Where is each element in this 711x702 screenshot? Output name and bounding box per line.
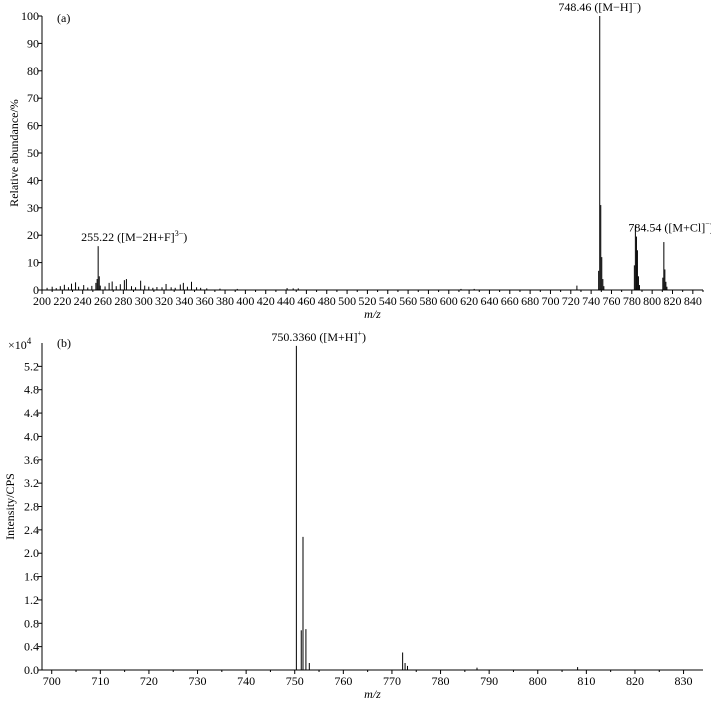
x-tick-label: 770 xyxy=(383,674,401,688)
y-tick-label: 60 xyxy=(27,119,39,133)
y-tick-label: 20 xyxy=(27,228,39,242)
x-tick-label: 220 xyxy=(53,294,71,308)
x-tick-label: 760 xyxy=(602,294,620,308)
peak-annotation: 748.46 ([M−H]−) xyxy=(558,0,641,14)
peak-annotation: 784.54 ([M+Cl]−) xyxy=(628,220,711,235)
x-tick-label: 260 xyxy=(94,294,112,308)
x-tick-label: 360 xyxy=(196,294,214,308)
x-tick-label: 620 xyxy=(460,294,478,308)
x-axis-title: m/z xyxy=(364,307,381,321)
x-tick-label: 600 xyxy=(440,294,458,308)
x-tick-label: 740 xyxy=(237,674,255,688)
y-tick-label: 90 xyxy=(27,36,39,50)
x-tick-label: 540 xyxy=(379,294,397,308)
x-tick-label: 300 xyxy=(135,294,153,308)
peak-annotation: 750.3360 ([M+H]+) xyxy=(271,329,366,344)
y-tick-label: 1.6 xyxy=(24,570,39,584)
x-tick-label: 420 xyxy=(257,294,275,308)
y-tick-label: 4.8 xyxy=(24,383,39,397)
x-tick-label: 790 xyxy=(480,674,498,688)
x-tick-label: 200 xyxy=(33,294,51,308)
y-tick-label: 40 xyxy=(27,173,39,187)
y-axis-multiplier: ×104 xyxy=(8,336,32,352)
x-tick-label: 500 xyxy=(338,294,356,308)
x-tick-label: 710 xyxy=(91,674,109,688)
x-tick-label: 480 xyxy=(318,294,336,308)
x-tick-label: 380 xyxy=(216,294,234,308)
y-tick-label: 3.2 xyxy=(24,476,39,490)
y-axis-title: Intensity/CPS xyxy=(3,473,17,540)
x-tick-label: 720 xyxy=(562,294,580,308)
x-axis-title: m/z xyxy=(364,687,381,701)
x-tick-label: 700 xyxy=(541,294,559,308)
y-tick-label: 80 xyxy=(27,64,39,78)
x-tick-label: 800 xyxy=(529,674,547,688)
x-tick-label: 440 xyxy=(277,294,295,308)
y-tick-label: 2.8 xyxy=(24,500,39,514)
y-tick-label: 0.0 xyxy=(24,663,39,677)
x-tick-label: 580 xyxy=(419,294,437,308)
x-tick-label: 820 xyxy=(626,674,644,688)
y-tick-label: 1.2 xyxy=(24,593,39,607)
x-tick-label: 750 xyxy=(286,674,304,688)
y-tick-label: 5.2 xyxy=(24,359,39,373)
x-tick-label: 520 xyxy=(358,294,376,308)
y-tick-label: 70 xyxy=(27,91,39,105)
panel-label: (a) xyxy=(57,11,70,25)
peak-annotation: 255.22 ([M−2H+F]3−) xyxy=(81,229,187,244)
x-tick-label: 340 xyxy=(175,294,193,308)
y-tick-label: 30 xyxy=(27,201,39,215)
y-tick-label: 10 xyxy=(27,256,39,270)
x-tick-label: 320 xyxy=(155,294,173,308)
x-tick-label: 660 xyxy=(501,294,519,308)
y-tick-label: 4.0 xyxy=(24,429,39,443)
x-tick-label: 810 xyxy=(577,674,595,688)
x-tick-label: 760 xyxy=(334,674,352,688)
y-tick-label: 4.4 xyxy=(24,406,39,420)
y-tick-label: 3.6 xyxy=(24,453,39,467)
panel-b-positive-ion-spectrum: 0.0 0.4 0.8 1.2 1.6 2.0 2.4 2.8 3.2 3.6 4.0 4.4 4.8 5… xyxy=(3,329,703,701)
x-tick-label: 280 xyxy=(114,294,132,308)
y-tick-label: 0 xyxy=(33,283,39,297)
x-tick-label: 240 xyxy=(74,294,92,308)
x-tick-label: 840 xyxy=(684,294,702,308)
x-tick-label: 700 xyxy=(43,674,61,688)
x-tick-label: 640 xyxy=(480,294,498,308)
x-tick-label: 400 xyxy=(236,294,254,308)
x-tick-label: 830 xyxy=(675,674,693,688)
panel-a-negative-ion-spectrum: 0 10 20 30 40 50 60 70 80 90 100 200 220 240 260 280 300… xyxy=(7,0,711,321)
y-axis-title: Relative abundance/% xyxy=(7,99,21,207)
y-tick-label: 0.8 xyxy=(24,616,39,630)
y-tick-label: 2.0 xyxy=(24,546,39,560)
y-tick-label: 0.4 xyxy=(24,640,39,654)
panel-label: (b) xyxy=(57,336,71,350)
x-tick-label: 720 xyxy=(140,674,158,688)
x-tick-label: 560 xyxy=(399,294,417,308)
x-tick-label: 740 xyxy=(582,294,600,308)
x-tick-label: 460 xyxy=(297,294,315,308)
x-tick-label: 780 xyxy=(623,294,641,308)
x-tick-label: 780 xyxy=(432,674,450,688)
x-tick-label: 800 xyxy=(643,294,661,308)
y-tick-label: 50 xyxy=(27,146,39,160)
y-tick-label: 100 xyxy=(21,9,39,23)
y-tick-label: 2.4 xyxy=(24,523,39,537)
x-tick-label: 680 xyxy=(521,294,539,308)
x-tick-label: 820 xyxy=(663,294,681,308)
x-tick-label: 730 xyxy=(189,674,207,688)
